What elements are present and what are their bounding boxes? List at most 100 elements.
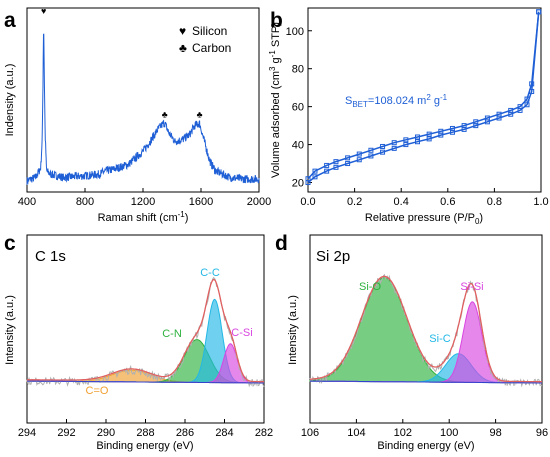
desorption-point [356, 151, 362, 157]
x-axis-d-tick-label: 102 [394, 427, 412, 439]
desorption-point [312, 168, 318, 174]
legend-silicon-symbol: ♥ [179, 24, 186, 38]
panel-c: c C 1s 294 292 290 288 286 284 282 C=O C-N C-C C-… [4, 232, 273, 452]
panel-letter-b: b [270, 9, 283, 32]
desorption-point [305, 176, 311, 182]
legend-carbon-symbol: ♣ [179, 41, 187, 55]
desorption-point [324, 162, 330, 168]
adsorption-point [426, 136, 432, 142]
panel-letter-a: a [4, 9, 16, 32]
y-axis-ticks-b: 20 40 60 80 100 [286, 26, 312, 190]
desorption-point [415, 134, 421, 140]
panel-a: a 400 800 1200 1600 2000 ♥ ♣ ♣ ♥ Silicon ♣ Car… [4, 6, 271, 224]
plot-frame-b [307, 7, 542, 193]
y-axis-b-tick-label: 80 [292, 64, 304, 76]
background-line [27, 380, 264, 384]
x-axis-d-tick-label: 104 [347, 427, 365, 439]
y-axis-label-a: Indensity (a.u.) [4, 64, 16, 137]
x-axis-ticks-a: 400 800 1200 1600 2000 [18, 188, 271, 208]
x-axis-b-tick-label: 0.6 [440, 196, 455, 208]
adsorption-point [380, 149, 386, 155]
x-axis-ticks-d: 106 104 102 100 98 96 [301, 419, 548, 439]
desorption-point [473, 119, 479, 125]
desorption-point [449, 125, 455, 131]
x-axis-b-tick-label: 0.4 [394, 196, 409, 208]
x-axis-c-tick-label: 286 [176, 427, 194, 439]
desorption-point [536, 9, 542, 15]
y-axis-label-b: Volume adsorbed (cm3 g-1 STP) [268, 22, 282, 178]
desorption-point [345, 155, 351, 161]
peak-label: C-Si [231, 327, 252, 339]
adsorption-point [368, 153, 374, 159]
x-axis-c-tick-label: 292 [57, 427, 75, 439]
desorption-point [391, 140, 397, 146]
peak-label: C-C [200, 267, 220, 279]
isotherm [305, 9, 542, 186]
x-axis-c-tick-label: 290 [97, 427, 115, 439]
y-axis-label-d: Intensity (a.u.) [287, 295, 299, 365]
desorption-point [333, 159, 339, 165]
x-axis-ticks-c: 294 292 290 288 286 284 282 [18, 419, 273, 439]
peak-marker: ♣ [197, 109, 203, 119]
x-axis-c-tick-label: 288 [136, 427, 154, 439]
background-line [310, 380, 542, 384]
x-axis-d-tick-label: 106 [301, 427, 319, 439]
x-axis-c-tick-label: 294 [18, 427, 36, 439]
y-axis-label-c: Intensity (a.u.) [4, 295, 16, 365]
x-axis-b-tick-label: 1.0 [533, 196, 548, 208]
xps-c1s-fit: C=O C-N C-C C-Si [26, 267, 265, 397]
y-axis-b-tick-label: 100 [286, 26, 304, 38]
x-axis-b-tick-label: 0.0 [300, 196, 315, 208]
panel-d: d Si 2p 106 104 102 100 98 96 Si-O Si-C Si-Si B… [275, 232, 548, 452]
x-axis-label-b: Relative pressure (P/P0) [365, 212, 483, 226]
peak-label: C=O [86, 385, 109, 397]
peak-label: Si-Si [460, 281, 483, 293]
desorption-point [403, 137, 409, 143]
adsorption-point [312, 174, 318, 180]
core-level-title-d: Si 2p [316, 248, 350, 265]
x-axis-label-a: Raman shift (cm-1) [98, 210, 189, 224]
x-axis-b-tick-label: 0.8 [487, 196, 502, 208]
fit-envelope [26, 278, 264, 383]
x-axis-label-c: Binding energy (eV) [96, 440, 193, 452]
component-peak-si-o [309, 277, 543, 384]
y-axis-b-tick-label: 60 [292, 102, 304, 114]
bet-annotation: SBET=108.024 m2 g-1 [345, 93, 448, 109]
peak-marker: ♣ [162, 109, 168, 119]
panel-letter-c: c [4, 232, 16, 255]
desorption-point [529, 81, 535, 87]
x-axis-a-tick-label: 800 [76, 196, 94, 208]
raman-spectrum [26, 33, 260, 185]
x-axis-label-d: Binding energy (eV) [377, 440, 474, 452]
x-axis-d-tick-label: 100 [440, 427, 458, 439]
desorption-branch [307, 11, 540, 180]
xps-si2p-fit: Si-O Si-C Si-Si [309, 273, 543, 388]
core-level-title-c: C 1s [35, 248, 66, 265]
adsorption-point [356, 157, 362, 163]
desorption-point [524, 96, 530, 102]
adsorption-point [415, 139, 421, 145]
x-axis-a-tick-label: 400 [18, 196, 36, 208]
adsorption-point [524, 102, 530, 108]
fit-envelope [309, 275, 542, 383]
legend-silicon-label: Silicon [192, 24, 227, 38]
adsorption-point [333, 164, 339, 170]
peak-label: Si-O [359, 281, 381, 293]
desorption-point [496, 111, 502, 117]
peak-markers: ♥ ♣ ♣ [41, 6, 203, 119]
desorption-point [484, 115, 490, 121]
desorption-point [438, 128, 444, 134]
peak-marker: ♥ [41, 6, 46, 16]
x-axis-b-tick-label: 0.2 [347, 196, 362, 208]
desorption-point [368, 147, 374, 153]
legend-carbon-label: Carbon [192, 41, 231, 55]
x-axis-a-tick-label: 1600 [189, 196, 213, 208]
raman-line [26, 33, 260, 185]
adsorption-point [324, 168, 330, 174]
x-axis-c-tick-label: 282 [255, 427, 273, 439]
x-axis-a-tick-label: 2000 [247, 196, 271, 208]
x-axis-a-tick-label: 1200 [131, 196, 155, 208]
x-axis-ticks-b: 0.0 0.2 0.4 0.6 0.8 1.0 [300, 188, 549, 208]
y-axis-b-tick-label: 40 [292, 140, 304, 152]
